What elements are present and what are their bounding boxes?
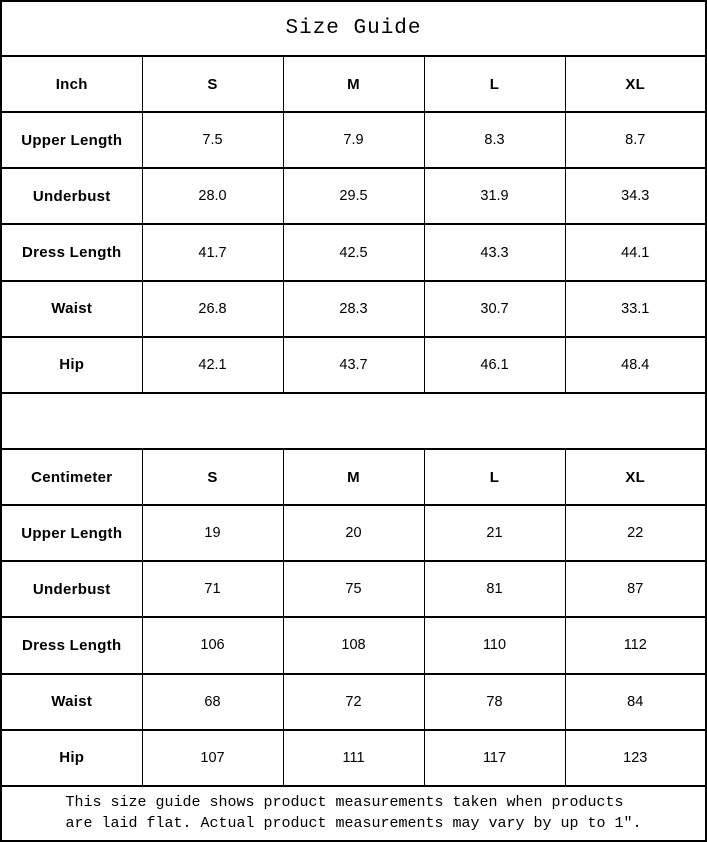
value-cell: 117 (423, 728, 566, 788)
value-cell: 43.7 (282, 335, 425, 394)
table-row: Upper Length 7.5 7.9 8.3 8.7 (0, 111, 707, 170)
table-row: Underbust 71 75 81 87 (0, 560, 707, 619)
value-cell: 71 (141, 560, 284, 619)
footer-row: This size guide shows product measuremen… (0, 785, 707, 842)
value-cell: 19 (141, 504, 284, 563)
value-cell: 43.3 (423, 223, 566, 282)
value-cell: 31.9 (423, 167, 566, 226)
value-cell: 28.0 (141, 167, 284, 226)
table-row: Upper Length 19 20 21 22 (0, 504, 707, 563)
row-label-hip: Hip (0, 335, 143, 394)
value-cell: 108 (282, 616, 425, 675)
row-label-underbust: Underbust (0, 560, 143, 619)
column-header-m: M (282, 447, 425, 507)
value-cell: 48.4 (564, 335, 707, 394)
spacer-row (0, 391, 707, 450)
page-title: Size Guide (0, 0, 707, 57)
table-row: Waist 68 72 78 84 (0, 672, 707, 731)
centimeter-header-row: Centimeter S M L XL (0, 447, 707, 507)
value-cell: 75 (282, 560, 425, 619)
value-cell: 8.7 (564, 111, 707, 170)
value-cell: 28.3 (282, 279, 425, 338)
column-header-xl: XL (564, 54, 707, 114)
value-cell: 81 (423, 560, 566, 619)
row-label-hip: Hip (0, 728, 143, 788)
value-cell: 41.7 (141, 223, 284, 282)
column-header-s: S (141, 54, 284, 114)
table-row: Waist 26.8 28.3 30.7 33.1 (0, 279, 707, 338)
value-cell: 33.1 (564, 279, 707, 338)
unit-header-inch: Inch (0, 54, 143, 114)
value-cell: 7.9 (282, 111, 425, 170)
value-cell: 8.3 (423, 111, 566, 170)
row-label-dress-length: Dress Length (0, 223, 143, 282)
row-label-underbust: Underbust (0, 167, 143, 226)
column-header-l: L (423, 447, 566, 507)
row-label-waist: Waist (0, 672, 143, 731)
title-row: Size Guide (0, 0, 707, 57)
footer-note-line-2: are laid flat. Actual product measuremen… (65, 814, 642, 832)
value-cell: 84 (564, 672, 707, 731)
spacer (0, 391, 707, 450)
value-cell: 42.5 (282, 223, 425, 282)
value-cell: 112 (564, 616, 707, 675)
footer-note: This size guide shows product measuremen… (0, 785, 707, 842)
value-cell: 72 (282, 672, 425, 731)
value-cell: 20 (282, 504, 425, 563)
row-label-upper-length: Upper Length (0, 111, 143, 170)
table-row: Hip 42.1 43.7 46.1 48.4 (0, 335, 707, 394)
value-cell: 26.8 (141, 279, 284, 338)
value-cell: 46.1 (423, 335, 566, 394)
table-row: Underbust 28.0 29.5 31.9 34.3 (0, 167, 707, 226)
value-cell: 68 (141, 672, 284, 731)
value-cell: 21 (423, 504, 566, 563)
column-header-l: L (423, 54, 566, 114)
row-label-waist: Waist (0, 279, 143, 338)
value-cell: 34.3 (564, 167, 707, 226)
value-cell: 106 (141, 616, 284, 675)
column-header-m: M (282, 54, 425, 114)
value-cell: 29.5 (282, 167, 425, 226)
footer-note-line-1: This size guide shows product measuremen… (65, 794, 624, 812)
inch-header-row: Inch S M L XL (0, 54, 707, 114)
row-label-dress-length: Dress Length (0, 616, 143, 675)
table-row: Dress Length 106 108 110 112 (0, 616, 707, 675)
table-row: Dress Length 41.7 42.5 43.3 44.1 (0, 223, 707, 282)
value-cell: 107 (141, 728, 284, 788)
value-cell: 123 (564, 728, 707, 788)
value-cell: 78 (423, 672, 566, 731)
value-cell: 111 (282, 728, 425, 788)
value-cell: 22 (564, 504, 707, 563)
table-row: Hip 107 111 117 123 (0, 728, 707, 788)
value-cell: 44.1 (564, 223, 707, 282)
value-cell: 30.7 (423, 279, 566, 338)
value-cell: 7.5 (141, 111, 284, 170)
column-header-s: S (141, 447, 284, 507)
footer-note-text: This size guide shows product measuremen… (65, 793, 641, 834)
unit-header-centimeter: Centimeter (0, 447, 143, 507)
column-header-xl: XL (564, 447, 707, 507)
value-cell: 110 (423, 616, 566, 675)
value-cell: 42.1 (141, 335, 284, 394)
value-cell: 87 (564, 560, 707, 619)
row-label-upper-length: Upper Length (0, 504, 143, 563)
